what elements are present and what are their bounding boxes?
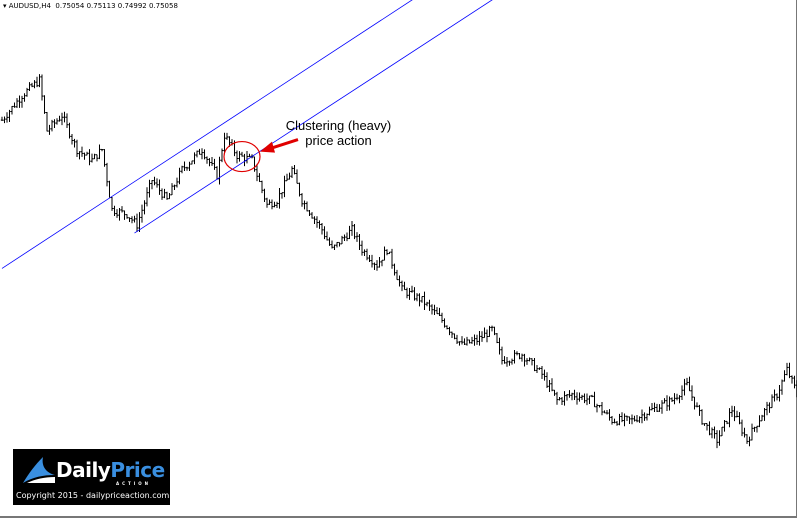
- annotation-line-2: price action: [305, 133, 372, 148]
- highlight-circle: [223, 140, 261, 173]
- high-value: 0.75113: [86, 2, 116, 10]
- logo-swoosh-icon: [23, 457, 55, 483]
- chart-header: ▾ AUDUSD,H4 0.75054 0.75113 0.74992 0.75…: [3, 2, 178, 10]
- close-value: 0.75058: [148, 2, 178, 10]
- symbol: AUDUSD,H4: [8, 2, 51, 10]
- logo-sub: ACTION: [116, 481, 151, 486]
- low-value: 0.74992: [117, 2, 147, 10]
- annotation-text: Clustering (heavy) price action: [276, 118, 401, 148]
- annotation-arrow-shaft: [269, 138, 299, 151]
- channel-lower-trendline[interactable]: [134, 0, 528, 234]
- open-value: 0.75054: [55, 2, 85, 10]
- channel-upper-trendline[interactable]: [1, 0, 453, 269]
- logo-brand: DailyPrice: [56, 458, 165, 482]
- logo: DailyPrice ACTION Copyright 2015 - daily…: [13, 449, 170, 505]
- annotation-arrow-head-icon: [260, 141, 275, 153]
- annotation-line-1: Clustering (heavy): [285, 118, 392, 133]
- copyright: Copyright 2015 - dailypriceaction.com: [16, 491, 170, 500]
